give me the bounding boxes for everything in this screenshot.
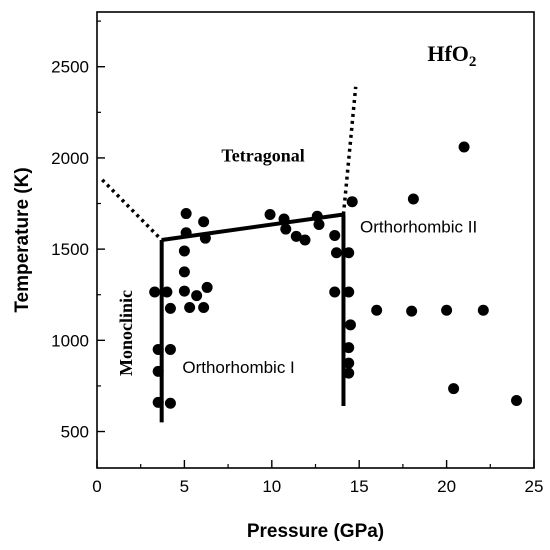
x-tick-label-2: 10 xyxy=(262,477,281,496)
data-point-26 xyxy=(329,229,341,241)
x-tick-label-3: 15 xyxy=(350,477,369,496)
data-point-31 xyxy=(344,319,356,331)
data-point-38 xyxy=(407,193,419,205)
data-point-41 xyxy=(458,141,470,153)
data-point-35 xyxy=(346,196,358,208)
data-point-4 xyxy=(161,286,173,298)
data-point-16 xyxy=(199,232,211,244)
y-axis-title: Temperature (K) xyxy=(12,167,33,312)
data-point-20 xyxy=(278,213,290,225)
data-point-2 xyxy=(152,365,164,377)
phase-boundary-dotted-0 xyxy=(100,178,163,242)
data-point-40 xyxy=(448,383,460,395)
data-point-9 xyxy=(180,227,192,239)
y-tick-label-0: 500 xyxy=(61,423,89,442)
data-point-0 xyxy=(149,286,161,298)
x-axis-title: Pressure (GPa) xyxy=(247,521,384,542)
data-point-21 xyxy=(280,223,292,235)
data-point-27 xyxy=(330,247,342,259)
data-point-8 xyxy=(180,208,192,220)
data-point-5 xyxy=(164,302,176,314)
data-point-7 xyxy=(164,397,176,409)
data-point-6 xyxy=(164,343,176,355)
x-tick-label-4: 20 xyxy=(437,477,456,496)
region-label-1: Orthorhombic II xyxy=(360,218,477,237)
data-point-33 xyxy=(343,357,355,369)
x-tick-label-0: 0 xyxy=(92,477,101,496)
data-point-17 xyxy=(198,301,210,313)
y-tick-label-2: 1500 xyxy=(51,240,89,259)
material-label: HfO2 xyxy=(427,41,476,70)
x-tick-label-5: 25 xyxy=(525,477,544,496)
data-point-32 xyxy=(343,342,355,354)
data-point-39 xyxy=(441,304,453,316)
data-point-15 xyxy=(198,216,210,228)
x-tick-label-1: 5 xyxy=(180,477,189,496)
region-label-0: Tetragonal xyxy=(221,146,304,166)
y-tick-label-4: 2500 xyxy=(51,58,89,77)
data-point-1 xyxy=(152,343,164,355)
data-point-34 xyxy=(343,367,355,379)
data-point-10 xyxy=(178,245,190,257)
data-point-43 xyxy=(511,395,523,407)
y-tick-label-1: 1000 xyxy=(51,331,89,350)
data-point-19 xyxy=(264,208,276,220)
data-point-18 xyxy=(201,281,213,293)
data-point-3 xyxy=(152,396,164,408)
data-point-36 xyxy=(371,304,383,316)
data-point-37 xyxy=(406,305,418,317)
data-point-13 xyxy=(184,301,196,313)
data-point-12 xyxy=(178,285,190,297)
data-point-30 xyxy=(343,286,355,298)
data-point-42 xyxy=(477,304,489,316)
region-label-2: Orthorhombic I xyxy=(182,358,294,377)
y-tick-label-3: 2000 xyxy=(51,149,89,168)
region-label-3: Monoclinic xyxy=(116,290,136,376)
data-point-24 xyxy=(311,210,323,222)
data-point-22 xyxy=(290,230,302,242)
data-point-11 xyxy=(178,266,190,278)
data-point-28 xyxy=(329,286,341,298)
data-point-29 xyxy=(343,247,355,259)
ticks-layer: 0 5 10 15 20 25 500 1000 1500 2000 2500 xyxy=(51,20,544,496)
marks-layer: Tetragonal Orthorhombic II Orthorhombic I M… xyxy=(100,86,523,423)
data-point-14 xyxy=(191,290,203,302)
phase-boundary-dotted-1 xyxy=(341,86,358,215)
material-label-subscript: 2 xyxy=(469,54,477,70)
data-point-23 xyxy=(299,234,311,246)
data-point-25 xyxy=(313,218,325,230)
material-label-base: HfO xyxy=(427,41,469,66)
